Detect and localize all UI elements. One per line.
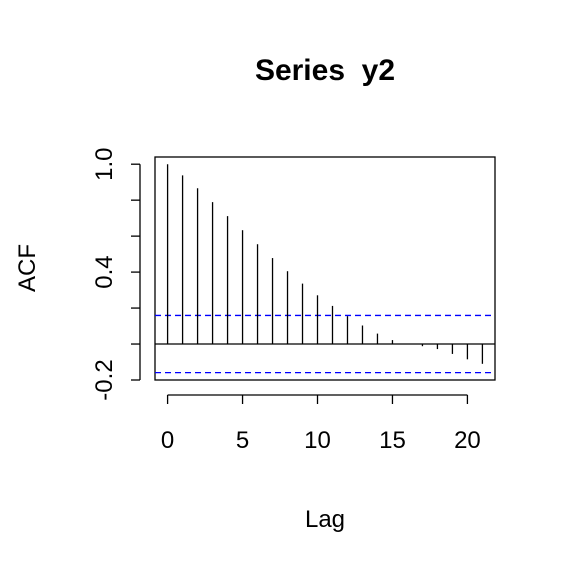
y-tick-label-6: 1.0 xyxy=(91,148,118,181)
plot-frame xyxy=(154,156,496,381)
x-tick-label-15: 15 xyxy=(379,427,406,454)
x-tick-label-10: 10 xyxy=(304,427,331,454)
y-tick-label-0: -0.2 xyxy=(91,359,118,400)
x-tick-label-0: 0 xyxy=(161,427,174,454)
x-axis-label: Lag xyxy=(305,506,345,533)
plot-layer: 0 5 10 15 20 -0.2 0.4 1.0 xyxy=(91,148,495,454)
x-tick-label-5: 5 xyxy=(236,427,249,454)
y-tick-label-3: 0.4 xyxy=(91,255,118,288)
y-axis-label: ACF xyxy=(14,244,41,292)
chart-title: Series y2 xyxy=(255,54,395,87)
x-tick-label-20: 20 xyxy=(454,427,481,454)
